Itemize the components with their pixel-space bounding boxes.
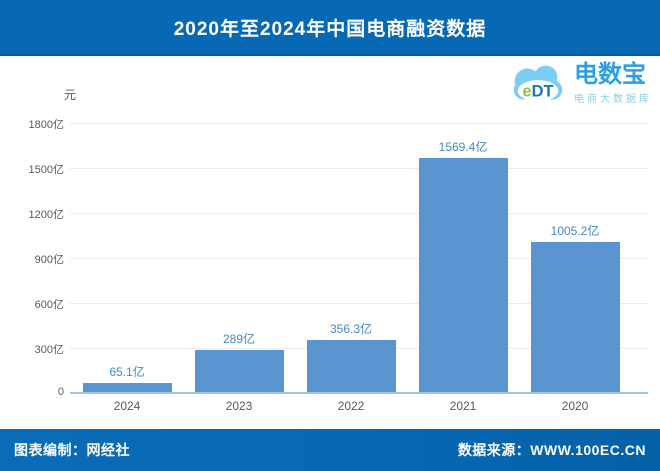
footer-source: 数据来源：WWW.100EC.CN: [457, 442, 646, 458]
bar-value-label: 1569.4亿: [438, 139, 488, 154]
x-axis-line: [70, 392, 648, 394]
cloud-logo-icon: eDT: [513, 65, 563, 102]
gridline: [70, 258, 648, 259]
y-tick-label: 1200亿: [28, 209, 64, 221]
brand-logo: eDT 电数宝 电商大数据库: [507, 60, 652, 108]
x-tick-label: 2022: [337, 399, 365, 413]
bar-2024: [82, 383, 172, 392]
y-tick-label: 600亿: [34, 299, 64, 311]
y-tick-label: 900亿: [34, 254, 64, 266]
bar-value-label: 289亿: [222, 331, 256, 346]
logo-subtitle: 电商大数据库: [574, 94, 652, 105]
page-title: 2020年至2024年中国电商融资数据: [173, 18, 487, 40]
y-tick-label: 1500亿: [28, 164, 64, 176]
footer-bar: 图表编制：网经社 数据来源：WWW.100EC.CN: [0, 429, 660, 471]
bar-2020: [530, 242, 620, 392]
logo-name: 电数宝: [574, 61, 646, 88]
header-bar: 2020年至2024年中国电商融资数据: [0, 0, 660, 56]
x-tick-label: 2020: [561, 399, 589, 413]
gridline: [70, 213, 648, 214]
svg-text:eDT: eDT: [522, 83, 553, 101]
y-tick-label: 1800亿: [28, 119, 64, 131]
y-axis-unit-label: 元: [63, 88, 76, 102]
bar-2021: [418, 157, 508, 392]
bar-2022: [306, 339, 396, 392]
gridline: [70, 123, 648, 124]
bar-2023: [194, 349, 284, 392]
bar-value-label: 65.1亿: [109, 365, 145, 380]
gridline: [70, 168, 648, 169]
x-tick-label: 2021: [449, 399, 477, 413]
y-tick-label: 300亿: [34, 344, 64, 356]
footer-credit: 图表编制：网经社: [14, 442, 130, 458]
x-tick-label: 2024: [113, 399, 141, 413]
gridline: [70, 303, 648, 304]
y-tick-label: 0: [57, 386, 64, 398]
x-tick-label: 2023: [225, 399, 253, 413]
bar-value-label: 356.3亿: [329, 321, 373, 336]
bar-value-label: 1005.2亿: [550, 224, 600, 239]
